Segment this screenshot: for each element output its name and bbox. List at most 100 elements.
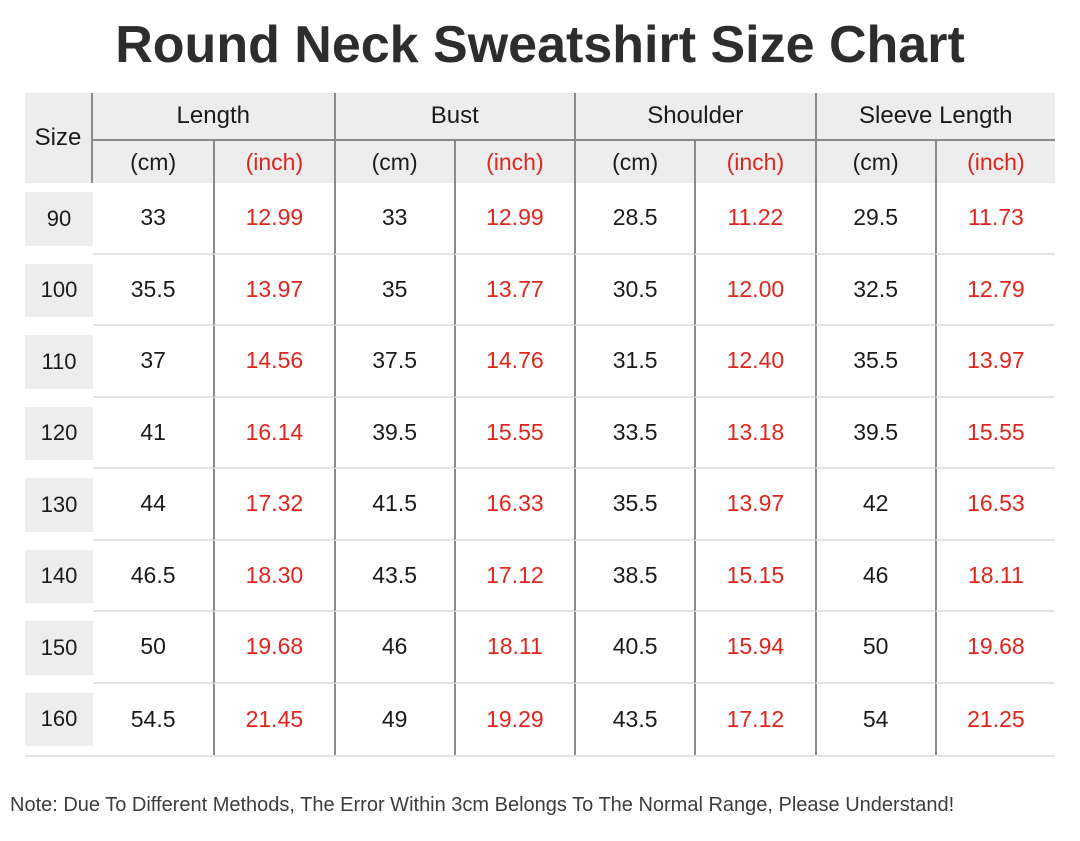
unit-header-sleeve-length-inch: (inch) <box>934 141 1055 183</box>
table-row: 110 37 14.56 37.5 14.76 31.5 12.40 35.5 13.97 <box>25 326 1055 398</box>
inch-value: 21.45 <box>213 683 333 755</box>
table-row: 160 54.5 21.45 49 19.29 43.5 17.12 54 21.25 <box>25 683 1055 756</box>
cm-value: 43.5 <box>574 683 694 755</box>
inch-value: 13.97 <box>694 469 815 541</box>
unit-header-length-inch: (inch) <box>213 141 333 183</box>
unit-header-bust-cm: (cm) <box>333 141 454 183</box>
size-column-header: Size <box>25 93 93 183</box>
size-label: 110 <box>25 335 93 389</box>
inch-value: 16.53 <box>934 469 1055 541</box>
size-cell: 160 <box>25 684 93 756</box>
inch-value: 13.18 <box>694 397 815 469</box>
size-cell: 150 <box>25 612 93 684</box>
cm-value: 33 <box>333 183 454 255</box>
inch-value: 17.12 <box>453 540 574 612</box>
cm-value: 46 <box>814 540 935 612</box>
inch-value: 13.97 <box>934 326 1055 398</box>
cm-value: 35 <box>333 254 454 326</box>
group-header-bust: Bust <box>333 93 574 141</box>
inch-value: 15.55 <box>453 397 574 469</box>
table-row: 130 44 17.32 41.5 16.33 35.5 13.97 42 16.53 <box>25 469 1055 541</box>
cm-value: 41 <box>93 398 214 469</box>
unit-header-bust-inch: (inch) <box>453 141 574 183</box>
cm-value: 38.5 <box>574 540 695 612</box>
cm-value: 46.5 <box>93 541 214 612</box>
inch-value: 12.79 <box>934 254 1055 326</box>
cm-value: 30.5 <box>574 254 695 326</box>
unit-header-length-cm: (cm) <box>130 148 177 175</box>
unit-header-sleeve-length-cm: (cm) <box>814 141 935 183</box>
inch-value: 19.68 <box>934 612 1055 684</box>
cm-value: 43.5 <box>333 540 454 612</box>
unit-header-shoulder-inch: (inch) <box>694 141 814 183</box>
table-row: 140 46.5 18.30 43.5 17.12 38.5 15.15 46 18.11 <box>25 540 1055 613</box>
inch-value: 16.33 <box>453 469 574 541</box>
cm-value: 49 <box>333 683 454 755</box>
inch-value: 11.73 <box>934 183 1055 255</box>
cm-value: 35.5 <box>814 326 935 398</box>
size-label: 160 <box>25 692 93 746</box>
table-row: 120 41 16.14 39.5 15.55 33.5 13.18 39.5 15.55 <box>25 397 1055 470</box>
size-chart-table: Size Length Bust Shoulder Sleeve Length … <box>25 93 1055 757</box>
group-header-sleeve-length: Sleeve Length <box>814 93 1055 141</box>
cm-value: 44 <box>93 469 214 541</box>
cm-value: 32.5 <box>814 254 935 326</box>
cm-value: 31.5 <box>574 326 695 398</box>
inch-value: 18.11 <box>934 540 1055 612</box>
size-cell: 120 <box>25 398 93 470</box>
inch-value: 18.11 <box>453 612 574 684</box>
size-cell: 90 <box>25 183 93 255</box>
inch-value: 15.15 <box>694 540 815 612</box>
table-body: 90 33 12.99 33 12.99 28.5 11.22 29.5 11.73 100 35.… <box>25 183 1055 757</box>
cm-value: 40.5 <box>574 612 695 684</box>
inch-value: 14.56 <box>213 326 334 398</box>
cm-value: 54 <box>814 683 935 755</box>
inch-value: 16.14 <box>213 397 334 469</box>
cm-value: 54.5 <box>130 705 176 732</box>
table-row: 90 33 12.99 33 12.99 28.5 11.22 29.5 11.73 <box>25 183 1055 255</box>
cm-value: 50 <box>814 612 935 684</box>
inch-value: 14.76 <box>453 326 574 398</box>
size-label: 90 <box>25 192 93 246</box>
inch-value: 19.68 <box>213 612 334 684</box>
inch-value: 17.12 <box>694 683 814 755</box>
cm-value: 46 <box>333 612 454 684</box>
size-cell: 100 <box>25 255 93 327</box>
cm-value: 50 <box>93 612 214 684</box>
size-cell: 110 <box>25 326 93 398</box>
inch-value: 17.32 <box>213 469 334 541</box>
inch-value: 12.99 <box>213 183 334 255</box>
inch-value: 11.22 <box>694 183 815 255</box>
inch-value: 12.00 <box>694 254 815 326</box>
inch-value: 21.25 <box>934 683 1055 755</box>
size-label: 120 <box>25 406 93 460</box>
table-row: 100 35.5 13.97 35 13.77 30.5 12.00 32.5 12.79 <box>25 254 1055 327</box>
cm-value: 39.5 <box>814 397 935 469</box>
inch-value: 13.97 <box>213 254 334 326</box>
note-text: Note: Due To Different Methods, The Erro… <box>10 794 955 816</box>
cm-value: 33.5 <box>574 397 695 469</box>
inch-value: 15.94 <box>694 612 815 684</box>
cm-value: 29.5 <box>814 183 935 255</box>
inch-value: 12.40 <box>694 326 815 398</box>
inch-value: 19.29 <box>453 683 574 755</box>
inch-value: 15.55 <box>934 397 1055 469</box>
cm-value: 37.5 <box>333 326 454 398</box>
size-label: 130 <box>25 478 93 532</box>
cm-value: 28.5 <box>574 183 695 255</box>
group-header-shoulder: Shoulder <box>574 93 815 141</box>
size-label: 100 <box>25 263 93 317</box>
inch-value: 18.30 <box>213 540 334 612</box>
cm-value: 41.5 <box>333 469 454 541</box>
inch-value: 12.99 <box>453 183 574 255</box>
unit-header-shoulder-cm: (cm) <box>574 141 694 183</box>
table-row: 150 50 19.68 46 18.11 40.5 15.94 50 19.68 <box>25 612 1055 684</box>
size-cell: 140 <box>25 541 93 613</box>
inch-value: 13.77 <box>453 254 574 326</box>
size-cell: 130 <box>25 469 93 541</box>
cm-value: 42 <box>814 469 935 541</box>
page-title: Round Neck Sweatshirt Size Chart <box>115 16 965 74</box>
size-label: 150 <box>25 621 93 675</box>
group-header-length: Length <box>93 93 334 141</box>
